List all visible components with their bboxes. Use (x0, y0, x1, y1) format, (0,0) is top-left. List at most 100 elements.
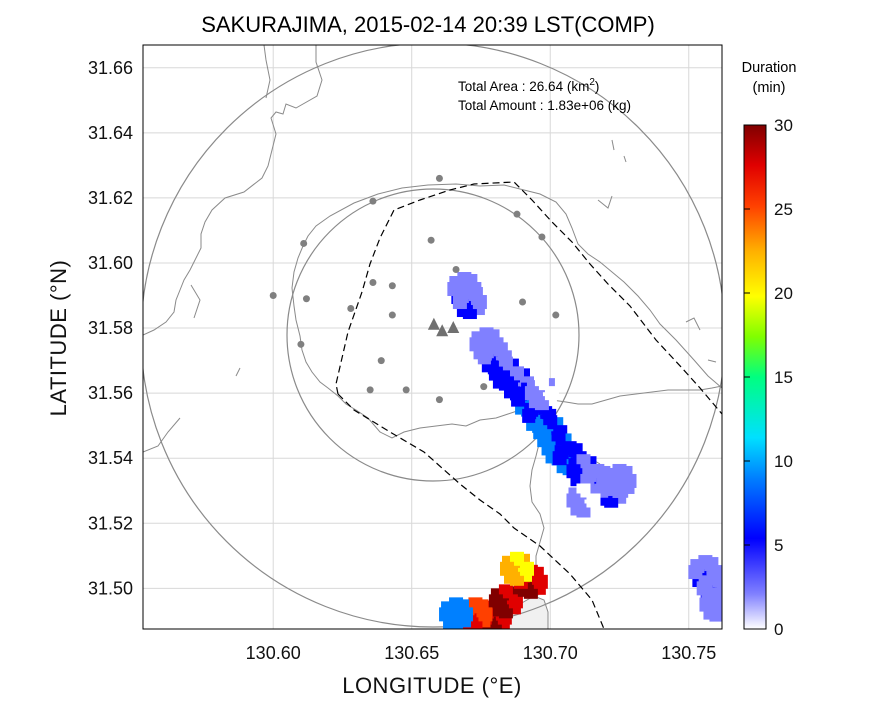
station-dot (552, 311, 560, 319)
y-tick-label: 31.52 (88, 513, 133, 533)
plume-pixel (439, 607, 454, 622)
total-area-text: Total Area : 26.64 (km2) (458, 77, 599, 94)
plume-pixel (499, 561, 514, 576)
y-tick-label: 31.64 (88, 123, 133, 143)
station-dot (347, 305, 355, 313)
plume-pixel (499, 376, 514, 391)
x-tick-label: 130.65 (384, 643, 439, 663)
colorbar-title-line1: Duration (742, 60, 797, 76)
plume-pixel (541, 441, 556, 456)
station-dot (452, 265, 460, 273)
plot-frame (142, 44, 723, 630)
station-dot (427, 236, 435, 244)
total-amount-text: Total Amount : 1.83e+06 (kg) (458, 98, 631, 113)
vent-triangle (427, 317, 440, 330)
plume-cell (499, 551, 534, 586)
plume-pixel (468, 617, 483, 629)
area-close: ) (595, 79, 600, 94)
plume-pixel (459, 607, 474, 622)
plume-pixel (566, 464, 581, 479)
plume-cell (452, 285, 487, 320)
colorbar-tick-label: 15 (774, 368, 793, 387)
y-tick-label: 31.58 (88, 318, 133, 338)
colorbar-tick-label: 20 (774, 284, 793, 303)
plume-pixel (511, 392, 526, 407)
plot-area (143, 45, 722, 629)
map-title: SAKURAJIMA, 2015-02-14 20:39 LST(COMP) (201, 12, 655, 37)
colorbar-tick-label: 30 (774, 116, 793, 135)
station-dot (519, 298, 527, 306)
station-dot (402, 386, 410, 394)
area-superscript: 2 (589, 77, 595, 88)
plume-cell (524, 376, 559, 411)
colorbar-tick-label: 0 (774, 620, 783, 639)
x-axis-label: LONGITUDE (°E) (342, 673, 522, 698)
x-tick-label: 130.60 (246, 643, 301, 663)
colorbar-tick-label: 10 (774, 452, 793, 471)
plume-pixel (552, 451, 567, 466)
range-circle-inner (286, 188, 580, 482)
x-tick-label: 130.75 (661, 643, 716, 663)
x-tick-label: 130.70 (523, 643, 578, 663)
y-tick-label: 31.54 (88, 448, 133, 468)
plume-pixel (472, 295, 487, 310)
y-tick-labels: 31.50 31.52 31.54 31.56 31.58 31.60 31.62 31.64… (88, 58, 133, 599)
plume-pixel (478, 607, 493, 622)
station-dot (435, 396, 443, 404)
plume-cell (699, 587, 722, 622)
range-circle-outer (143, 45, 722, 628)
plume-pixel (622, 473, 637, 488)
plume-pixel (477, 350, 492, 365)
station-dot (297, 340, 305, 348)
x-tick-labels: 130.60 130.65 130.70 130.75 (246, 643, 717, 663)
station-dot (513, 210, 521, 218)
plume-pixel (602, 473, 617, 488)
y-tick-label: 31.60 (88, 253, 133, 273)
station-dot (388, 282, 396, 290)
station-dot (366, 386, 374, 394)
station-dot (377, 357, 385, 365)
colorbar-tick-label: 25 (774, 200, 793, 219)
colorbar-title-line2: (min) (752, 80, 785, 96)
y-tick-label: 31.66 (88, 58, 133, 78)
vent-triangle (436, 324, 449, 337)
plume-pixel (719, 597, 722, 612)
colorbar-tick-label: 5 (774, 536, 783, 555)
plume-pixel (519, 561, 534, 576)
y-tick-label: 31.56 (88, 383, 133, 403)
plume-pixel (533, 574, 548, 589)
station-dot (388, 311, 396, 319)
plume-cell (602, 463, 637, 498)
station-dot (369, 197, 377, 205)
y-tick-label: 31.50 (88, 578, 133, 598)
y-axis-label: LATITUDE (°N) (46, 260, 71, 417)
gridlines (143, 45, 722, 629)
ash-plume (439, 272, 722, 629)
station-dot (369, 279, 377, 287)
plume-pixel (508, 594, 523, 609)
plume-pixel (449, 617, 464, 629)
vents (427, 317, 460, 337)
plume-pixel (487, 620, 502, 629)
plume-pixel (566, 493, 581, 508)
plume-pixel (452, 295, 467, 310)
plume-pixel (488, 366, 503, 381)
y-tick-label: 31.62 (88, 188, 133, 208)
plume-cell (566, 483, 601, 518)
station-dot (300, 239, 308, 247)
plume-pixel (699, 597, 714, 612)
station-dot (480, 383, 488, 391)
stations (269, 174, 560, 404)
plume-pixel (522, 408, 537, 423)
station-dot (302, 295, 310, 303)
plume-pixel (586, 493, 601, 508)
station-dot (538, 233, 546, 241)
plume-pixel (524, 386, 539, 401)
plume-pixel (488, 594, 503, 609)
vent-triangle (447, 321, 460, 334)
plume-cell (439, 597, 474, 629)
colorbar-ticks: 0 5 10 15 20 25 30 (744, 116, 793, 639)
dashed-boundary (335, 181, 722, 629)
plume-cell (488, 584, 523, 619)
plume-pixel (544, 386, 559, 401)
